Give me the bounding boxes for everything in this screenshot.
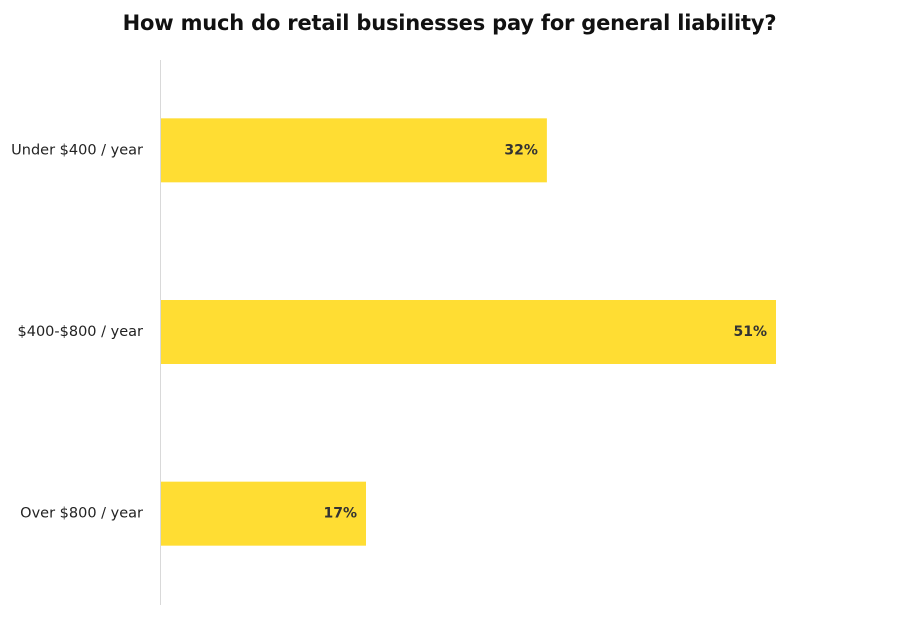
value-label-3: 17% (323, 506, 357, 522)
bar-1 (161, 118, 547, 183)
chart-title: How much do retail businesses pay for ge… (122, 11, 777, 35)
bar-3 (161, 481, 366, 546)
category-label-3: Over $800 / year (20, 506, 143, 522)
value-label-2: 51% (733, 324, 767, 340)
category-label-2: $400-$800 / year (18, 324, 144, 340)
bar-2 (161, 300, 776, 364)
value-label-1: 32% (504, 142, 538, 158)
category-label-1: Under $400 / year (11, 142, 143, 158)
